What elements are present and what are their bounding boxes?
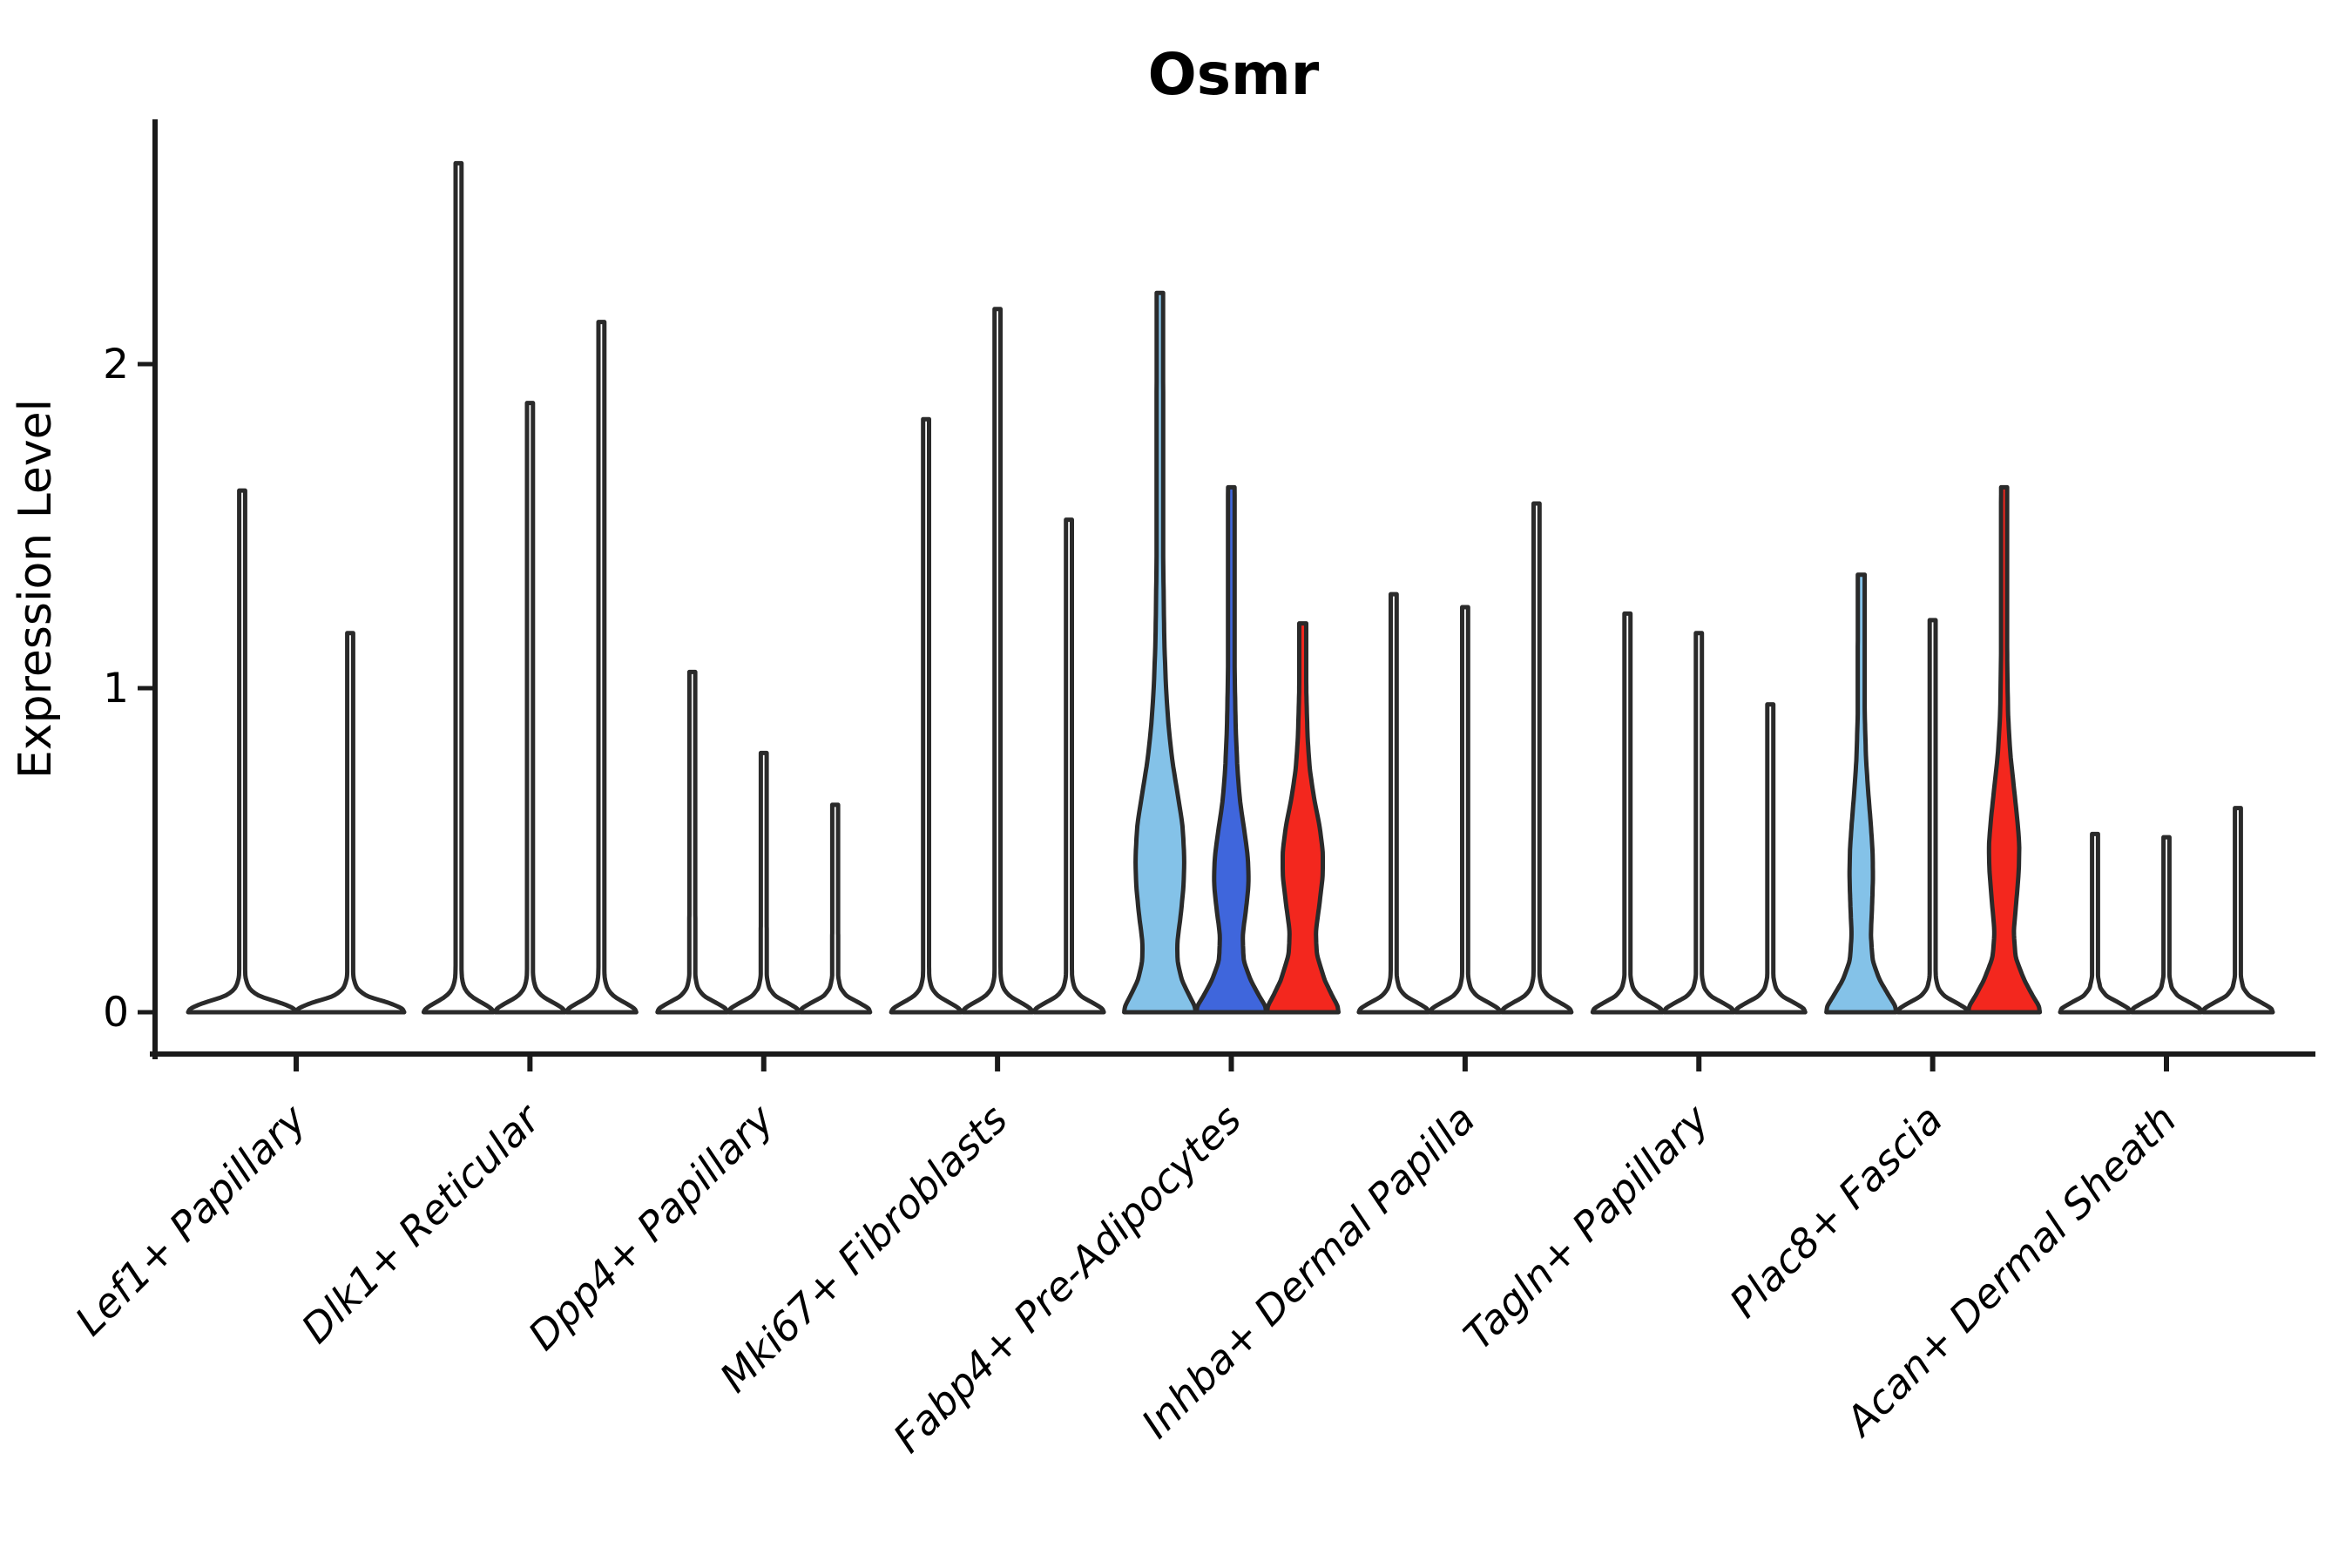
violin-4-0 [1122, 290, 1198, 1015]
violin-2-0 [655, 669, 730, 1015]
violin-5-2 [1499, 501, 1574, 1015]
violin-6-1 [1661, 631, 1736, 1015]
x-tick-label: Dpp4+ Papillary [519, 1095, 783, 1359]
violin-3-0 [889, 416, 963, 1015]
violin-1-2 [564, 320, 639, 1015]
y-tick-label: 2 [103, 341, 129, 389]
x-tick-label: Lef1+ Papillary [66, 1095, 315, 1344]
violin-3-2 [1031, 517, 1106, 1015]
violin-7-0 [1824, 572, 1899, 1015]
violin-7-2 [1966, 484, 2043, 1015]
violin-6-2 [1733, 702, 1808, 1015]
violin-8-1 [2129, 835, 2204, 1015]
y-tick-label: 1 [103, 665, 129, 713]
violins-layer [186, 160, 2275, 1015]
violin-5-1 [1428, 605, 1503, 1015]
violin-3-1 [960, 307, 1035, 1015]
x-tick-label: Dlk1+ Reticular [293, 1093, 551, 1352]
violin-4-2 [1265, 621, 1341, 1015]
y-axis-label: Expression Level [10, 399, 62, 779]
violin-0-1 [294, 631, 407, 1015]
violin-1-1 [492, 401, 567, 1015]
violin-5-0 [1356, 591, 1431, 1015]
violin-0-0 [186, 488, 299, 1015]
violin-7-1 [1896, 618, 1970, 1015]
violin-6-0 [1590, 611, 1665, 1015]
axes-layer [138, 119, 2315, 1071]
violin-8-2 [2200, 806, 2275, 1015]
violin-8-0 [2058, 831, 2132, 1015]
violin-2-1 [727, 750, 801, 1015]
chart-title: Osmr [1148, 41, 1320, 108]
violin-4-1 [1194, 484, 1268, 1015]
violin-1-0 [421, 160, 496, 1015]
x-tick-label: Plac8+ Fascia [1720, 1096, 1951, 1327]
violin-2-2 [798, 802, 873, 1015]
x-tick-label: Tagln+ Papillary [1455, 1095, 1719, 1359]
y-tick-labels: 0 1 2 [103, 341, 129, 1037]
y-tick-label: 0 [103, 989, 129, 1037]
